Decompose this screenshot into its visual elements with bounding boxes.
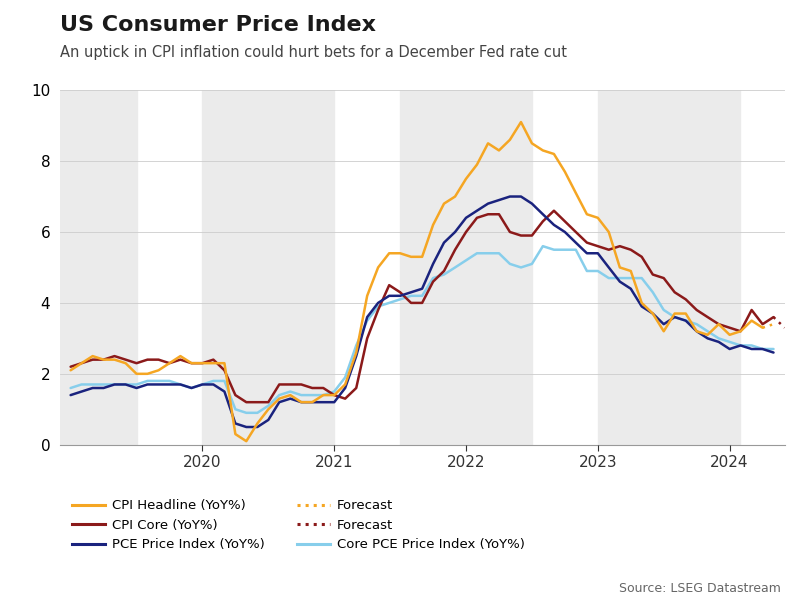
Bar (598, 90, 740, 445)
Text: US Consumer Price Index: US Consumer Price Index (60, 15, 376, 35)
Text: An uptick in CPI inflation could hurt bets for a December Fed rate cut: An uptick in CPI inflation could hurt be… (60, 45, 567, 60)
Legend: CPI Headline (YoY%), CPI Core (YoY%), PCE Price Index (YoY%), Forecast, Forecast: CPI Headline (YoY%), CPI Core (YoY%), PC… (66, 494, 530, 557)
Bar (400, 90, 532, 445)
Bar (60, 90, 136, 445)
Text: Source: LSEG Datastream: Source: LSEG Datastream (619, 582, 781, 595)
Bar (203, 90, 334, 445)
